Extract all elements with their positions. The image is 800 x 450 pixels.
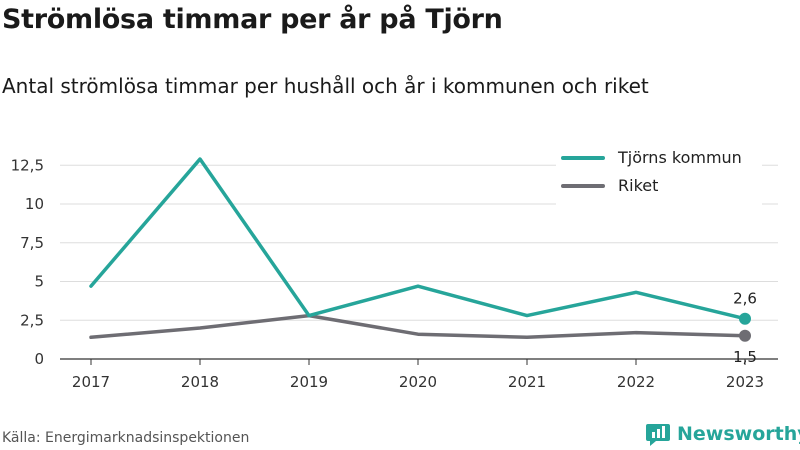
brand-logo: Newsworthy bbox=[645, 421, 800, 447]
series-end-point bbox=[739, 329, 751, 342]
x-tick-label: 2021 bbox=[508, 373, 546, 391]
legend-label: Tjörns kommun bbox=[617, 148, 742, 167]
brand-name: Newsworthy bbox=[677, 423, 800, 445]
series-end-label: 2,6 bbox=[733, 290, 757, 308]
chart-title: Strömlösa timmar per år på Tjörn bbox=[2, 4, 503, 35]
y-tick-label: 10 bbox=[25, 195, 44, 213]
line-chart: 0 2,5 5 7,5 10 12,5 2017 2018 2019 2020 2021 2022 2… bbox=[10, 142, 778, 391]
x-tick-label: 2020 bbox=[399, 373, 437, 391]
x-tick-label: 2022 bbox=[617, 373, 655, 391]
y-tick-label: 12,5 bbox=[11, 156, 44, 174]
newsworthy-logo-icon bbox=[646, 424, 670, 446]
legend bbox=[556, 142, 762, 206]
y-tick-label: 5 bbox=[34, 273, 44, 291]
y-tick-label: 0 bbox=[34, 350, 44, 368]
series-end-point bbox=[739, 312, 751, 325]
y-tick-label: 2,5 bbox=[20, 311, 44, 329]
x-tick-label: 2017 bbox=[72, 373, 110, 391]
x-tick-label: 2023 bbox=[726, 373, 764, 391]
x-tick-label: 2018 bbox=[181, 373, 219, 391]
source-note: Källa: Energimarknadsinspektionen bbox=[2, 430, 250, 446]
chart-subtitle: Antal strömlösa timmar per hushåll och å… bbox=[2, 74, 649, 98]
y-tick-label: 7,5 bbox=[20, 234, 44, 252]
legend-label: Riket bbox=[618, 176, 658, 195]
x-tick-label: 2019 bbox=[290, 373, 328, 391]
series-line bbox=[89, 313, 747, 340]
series-end-label: 1,5 bbox=[733, 348, 757, 366]
series-line bbox=[89, 157, 747, 321]
